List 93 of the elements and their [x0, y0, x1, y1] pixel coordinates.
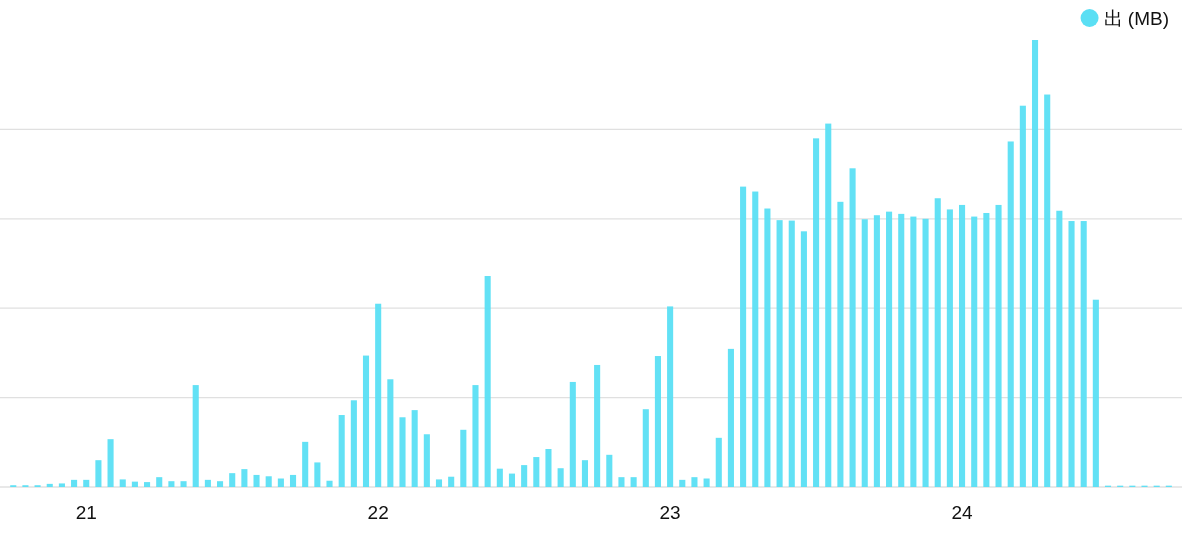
bar	[1092, 299, 1099, 487]
bar	[849, 168, 856, 487]
bar	[302, 441, 309, 487]
legend: 出 (MB)	[1080, 8, 1169, 29]
bar	[448, 476, 455, 487]
bar	[496, 468, 503, 487]
bar	[277, 478, 284, 487]
bar	[83, 479, 90, 487]
bar	[338, 415, 345, 487]
bar	[229, 473, 236, 487]
bar	[241, 469, 248, 487]
bar	[898, 213, 905, 487]
bar	[995, 204, 1002, 487]
bar	[813, 138, 820, 487]
bar	[959, 204, 966, 487]
bar	[910, 216, 917, 487]
bar	[289, 474, 297, 487]
bar	[533, 457, 540, 487]
bar	[411, 410, 418, 487]
bar	[934, 198, 941, 487]
bar	[204, 479, 211, 487]
bar	[1044, 94, 1051, 487]
bar	[375, 303, 382, 487]
bar	[642, 409, 649, 487]
x-tick-label: 23	[659, 502, 681, 523]
bar	[460, 429, 467, 487]
bar	[776, 220, 783, 487]
bar	[387, 379, 394, 487]
bar	[946, 209, 953, 487]
bar	[180, 481, 187, 487]
bar	[399, 417, 406, 487]
bar	[1007, 141, 1014, 487]
bar	[740, 186, 747, 487]
bar	[667, 306, 674, 487]
bar	[71, 479, 78, 487]
bar	[362, 355, 370, 487]
bar	[886, 211, 893, 487]
bar	[715, 437, 722, 487]
bar	[314, 462, 321, 487]
bar	[508, 473, 516, 487]
bar	[691, 477, 698, 487]
bar	[144, 482, 151, 487]
bar	[971, 216, 978, 487]
bar	[58, 483, 65, 487]
bar	[265, 476, 272, 487]
bar	[168, 481, 175, 487]
legend-label: 出 (MB)	[1103, 8, 1169, 29]
x-tick-label: 24	[951, 502, 974, 523]
bar	[435, 479, 443, 487]
bar	[922, 218, 929, 487]
bar	[46, 483, 53, 487]
bar	[594, 364, 601, 487]
bar	[654, 356, 661, 487]
bar	[472, 385, 479, 487]
bar	[545, 449, 552, 487]
bar	[1056, 210, 1063, 487]
bar	[1031, 40, 1039, 487]
bar	[618, 477, 625, 487]
x-tick-label: 22	[367, 502, 389, 523]
bar	[861, 219, 868, 487]
bar	[217, 481, 224, 487]
bar	[95, 460, 102, 487]
bar	[1068, 221, 1075, 487]
bar	[1019, 105, 1026, 487]
bar	[350, 400, 357, 487]
bar	[752, 191, 759, 487]
bar	[581, 460, 588, 487]
bar	[788, 220, 795, 487]
bar	[484, 276, 491, 487]
bar	[521, 465, 528, 487]
bar	[983, 212, 990, 487]
bar	[253, 474, 260, 487]
bar	[825, 123, 832, 487]
bar	[764, 208, 771, 487]
bar	[326, 480, 333, 487]
bar	[679, 479, 686, 487]
bar	[703, 478, 710, 487]
bar	[156, 477, 163, 487]
bar	[423, 434, 430, 487]
bar	[800, 231, 807, 487]
bar	[1080, 221, 1087, 487]
bar	[873, 215, 880, 487]
bar	[630, 477, 637, 487]
bar	[192, 385, 199, 487]
bar	[119, 479, 126, 487]
bar	[557, 468, 564, 487]
bar	[569, 381, 576, 487]
x-tick-label: 21	[75, 502, 97, 523]
bar	[131, 481, 138, 487]
bar	[107, 439, 114, 487]
bar	[837, 201, 844, 487]
bar	[727, 348, 734, 487]
bar	[606, 454, 613, 487]
